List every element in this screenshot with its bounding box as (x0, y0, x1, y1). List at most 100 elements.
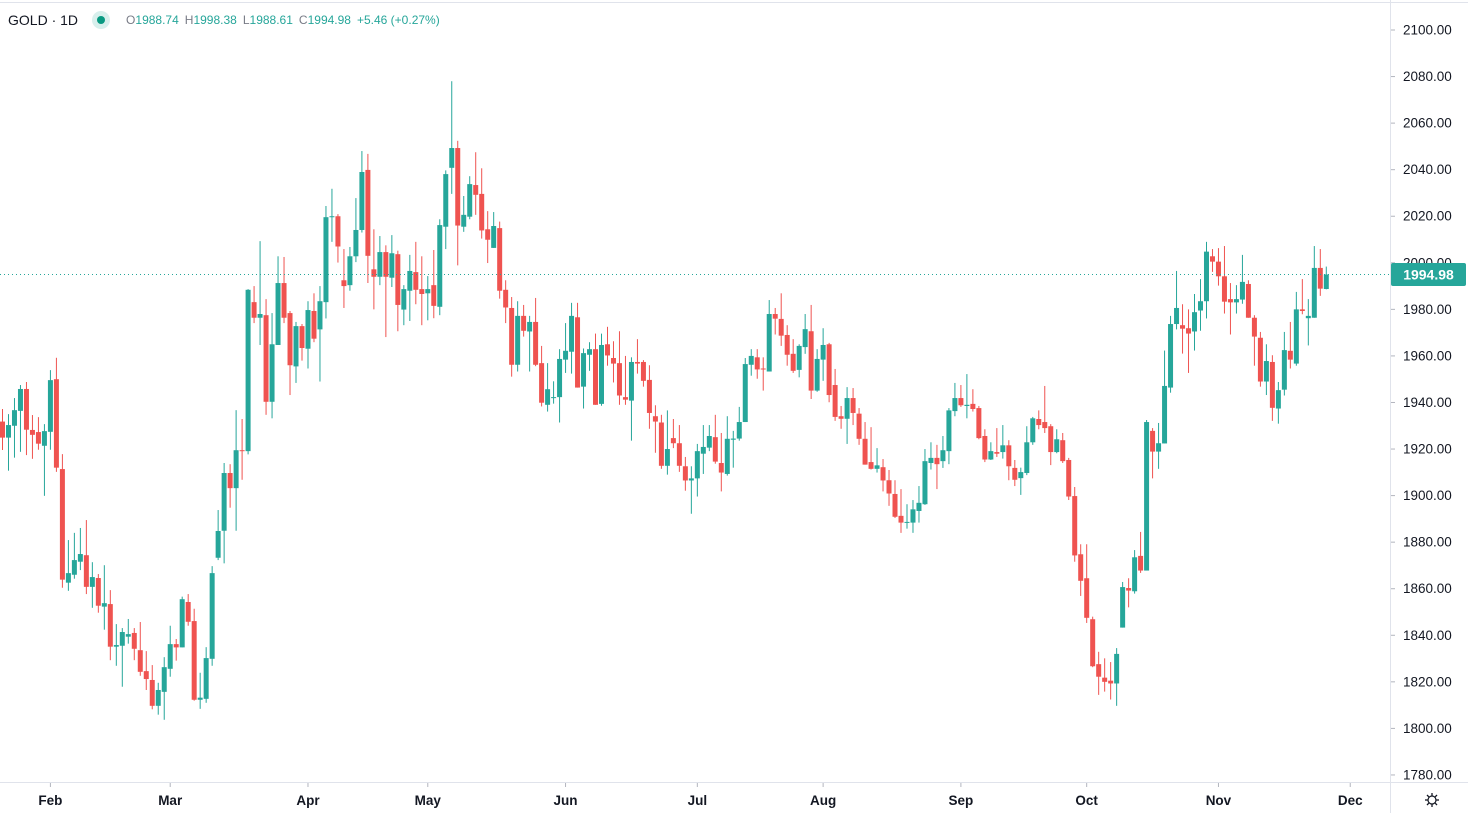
high-value: H1998.38 (185, 13, 237, 27)
candle-down (281, 256, 287, 324)
candle-down (185, 594, 191, 626)
candle-body (569, 315, 575, 352)
candle-down (982, 429, 988, 463)
candle-down (1215, 248, 1221, 286)
candle-body (431, 285, 437, 306)
candle-up (964, 374, 970, 419)
candle-down (1078, 544, 1084, 596)
price-tick-label: 1980.00 (1403, 302, 1452, 317)
time-axis[interactable]: Feb Mar Apr May Jun Jul Aug Sep Oct Nov Dec (38, 783, 1363, 808)
candle-body (203, 658, 209, 699)
candle-body (239, 450, 245, 452)
candle-up (41, 424, 47, 496)
candle-down (856, 408, 862, 445)
candle-body (263, 315, 269, 402)
candle-down (640, 360, 646, 387)
price-tick-label: 1900.00 (1403, 488, 1452, 503)
candle-body (748, 355, 754, 365)
candle-down (616, 331, 622, 405)
candle-body (155, 689, 161, 706)
candle-body (101, 603, 107, 607)
gear-icon[interactable] (1424, 792, 1440, 808)
price-axis[interactable]: 1780.00 1800.00 1820.00 1840.00 1860.00 1880.… (1391, 23, 1452, 783)
candle-up (377, 236, 383, 286)
candle-body (778, 318, 784, 336)
candle-body (766, 314, 772, 372)
candle-body (377, 252, 383, 277)
price-tick-label: 2040.00 (1403, 162, 1452, 177)
candle-up (1132, 550, 1138, 594)
candle-up (952, 382, 958, 417)
candle-down (53, 357, 59, 472)
candle-body (772, 314, 778, 319)
candle-body (341, 280, 347, 287)
candle-body (736, 422, 742, 439)
candle-down (1042, 385, 1048, 433)
symbol-name[interactable]: GOLD · 1D (8, 12, 78, 28)
candle-down (892, 480, 898, 518)
candle-body (1096, 664, 1102, 677)
candle-body (694, 451, 700, 479)
candle-body (221, 473, 227, 531)
candle-up (1162, 350, 1168, 444)
candle-up (527, 315, 533, 372)
candle-down (473, 152, 479, 215)
candle-up (347, 246, 353, 291)
candle-body (449, 148, 455, 168)
candle-down (287, 310, 293, 396)
candle-up (904, 504, 910, 529)
candle-up (946, 408, 952, 465)
candle-down (778, 293, 784, 346)
candle-down (1084, 544, 1090, 623)
candle-up (491, 212, 497, 248)
candle-down (263, 299, 269, 415)
candle-up (569, 302, 575, 374)
candle-body (311, 310, 317, 339)
candle-body (551, 397, 557, 399)
candle-body (275, 283, 281, 345)
candle-up (1263, 344, 1269, 396)
candle-down (1102, 658, 1108, 692)
candle-body (1108, 680, 1114, 684)
candle-body (359, 172, 365, 230)
time-tick-label: May (415, 793, 442, 808)
candle-up (940, 436, 946, 468)
price-tick-label: 2100.00 (1403, 23, 1452, 38)
candle-up (730, 430, 736, 468)
candle-down (826, 342, 832, 403)
candle-body (527, 321, 533, 332)
candle-body (287, 313, 293, 366)
candle-body (994, 452, 1000, 454)
candle-up (820, 328, 826, 381)
candle-up (119, 628, 125, 687)
candle-down (760, 357, 766, 391)
candle-up (796, 344, 802, 378)
candle-body (1060, 440, 1066, 462)
candle-body (575, 317, 581, 388)
candle-down (1048, 424, 1054, 466)
candle-up (1018, 467, 1024, 495)
candle-body (293, 326, 299, 367)
candle-down (898, 489, 904, 533)
candle-body (1174, 307, 1180, 325)
candle-body (988, 451, 994, 460)
candle-down (658, 414, 664, 469)
candle-down (652, 405, 658, 453)
candle-body (1084, 578, 1090, 618)
close-value: C1994.98 (299, 13, 351, 27)
candle-body (1317, 267, 1323, 289)
candle-up (551, 381, 557, 404)
market-open-dot-icon (92, 11, 111, 29)
candle-down (539, 345, 545, 407)
candle-body (628, 361, 634, 401)
candle-down (0, 408, 5, 450)
candle-body (1090, 619, 1096, 667)
candle-up (1192, 293, 1198, 351)
candle-down (754, 349, 760, 379)
candle-down (1186, 309, 1192, 373)
last-price-marker: 1994.98 (0, 262, 1466, 286)
candle-down (1036, 410, 1042, 430)
candle-body (371, 269, 377, 277)
candle-body (59, 469, 65, 580)
